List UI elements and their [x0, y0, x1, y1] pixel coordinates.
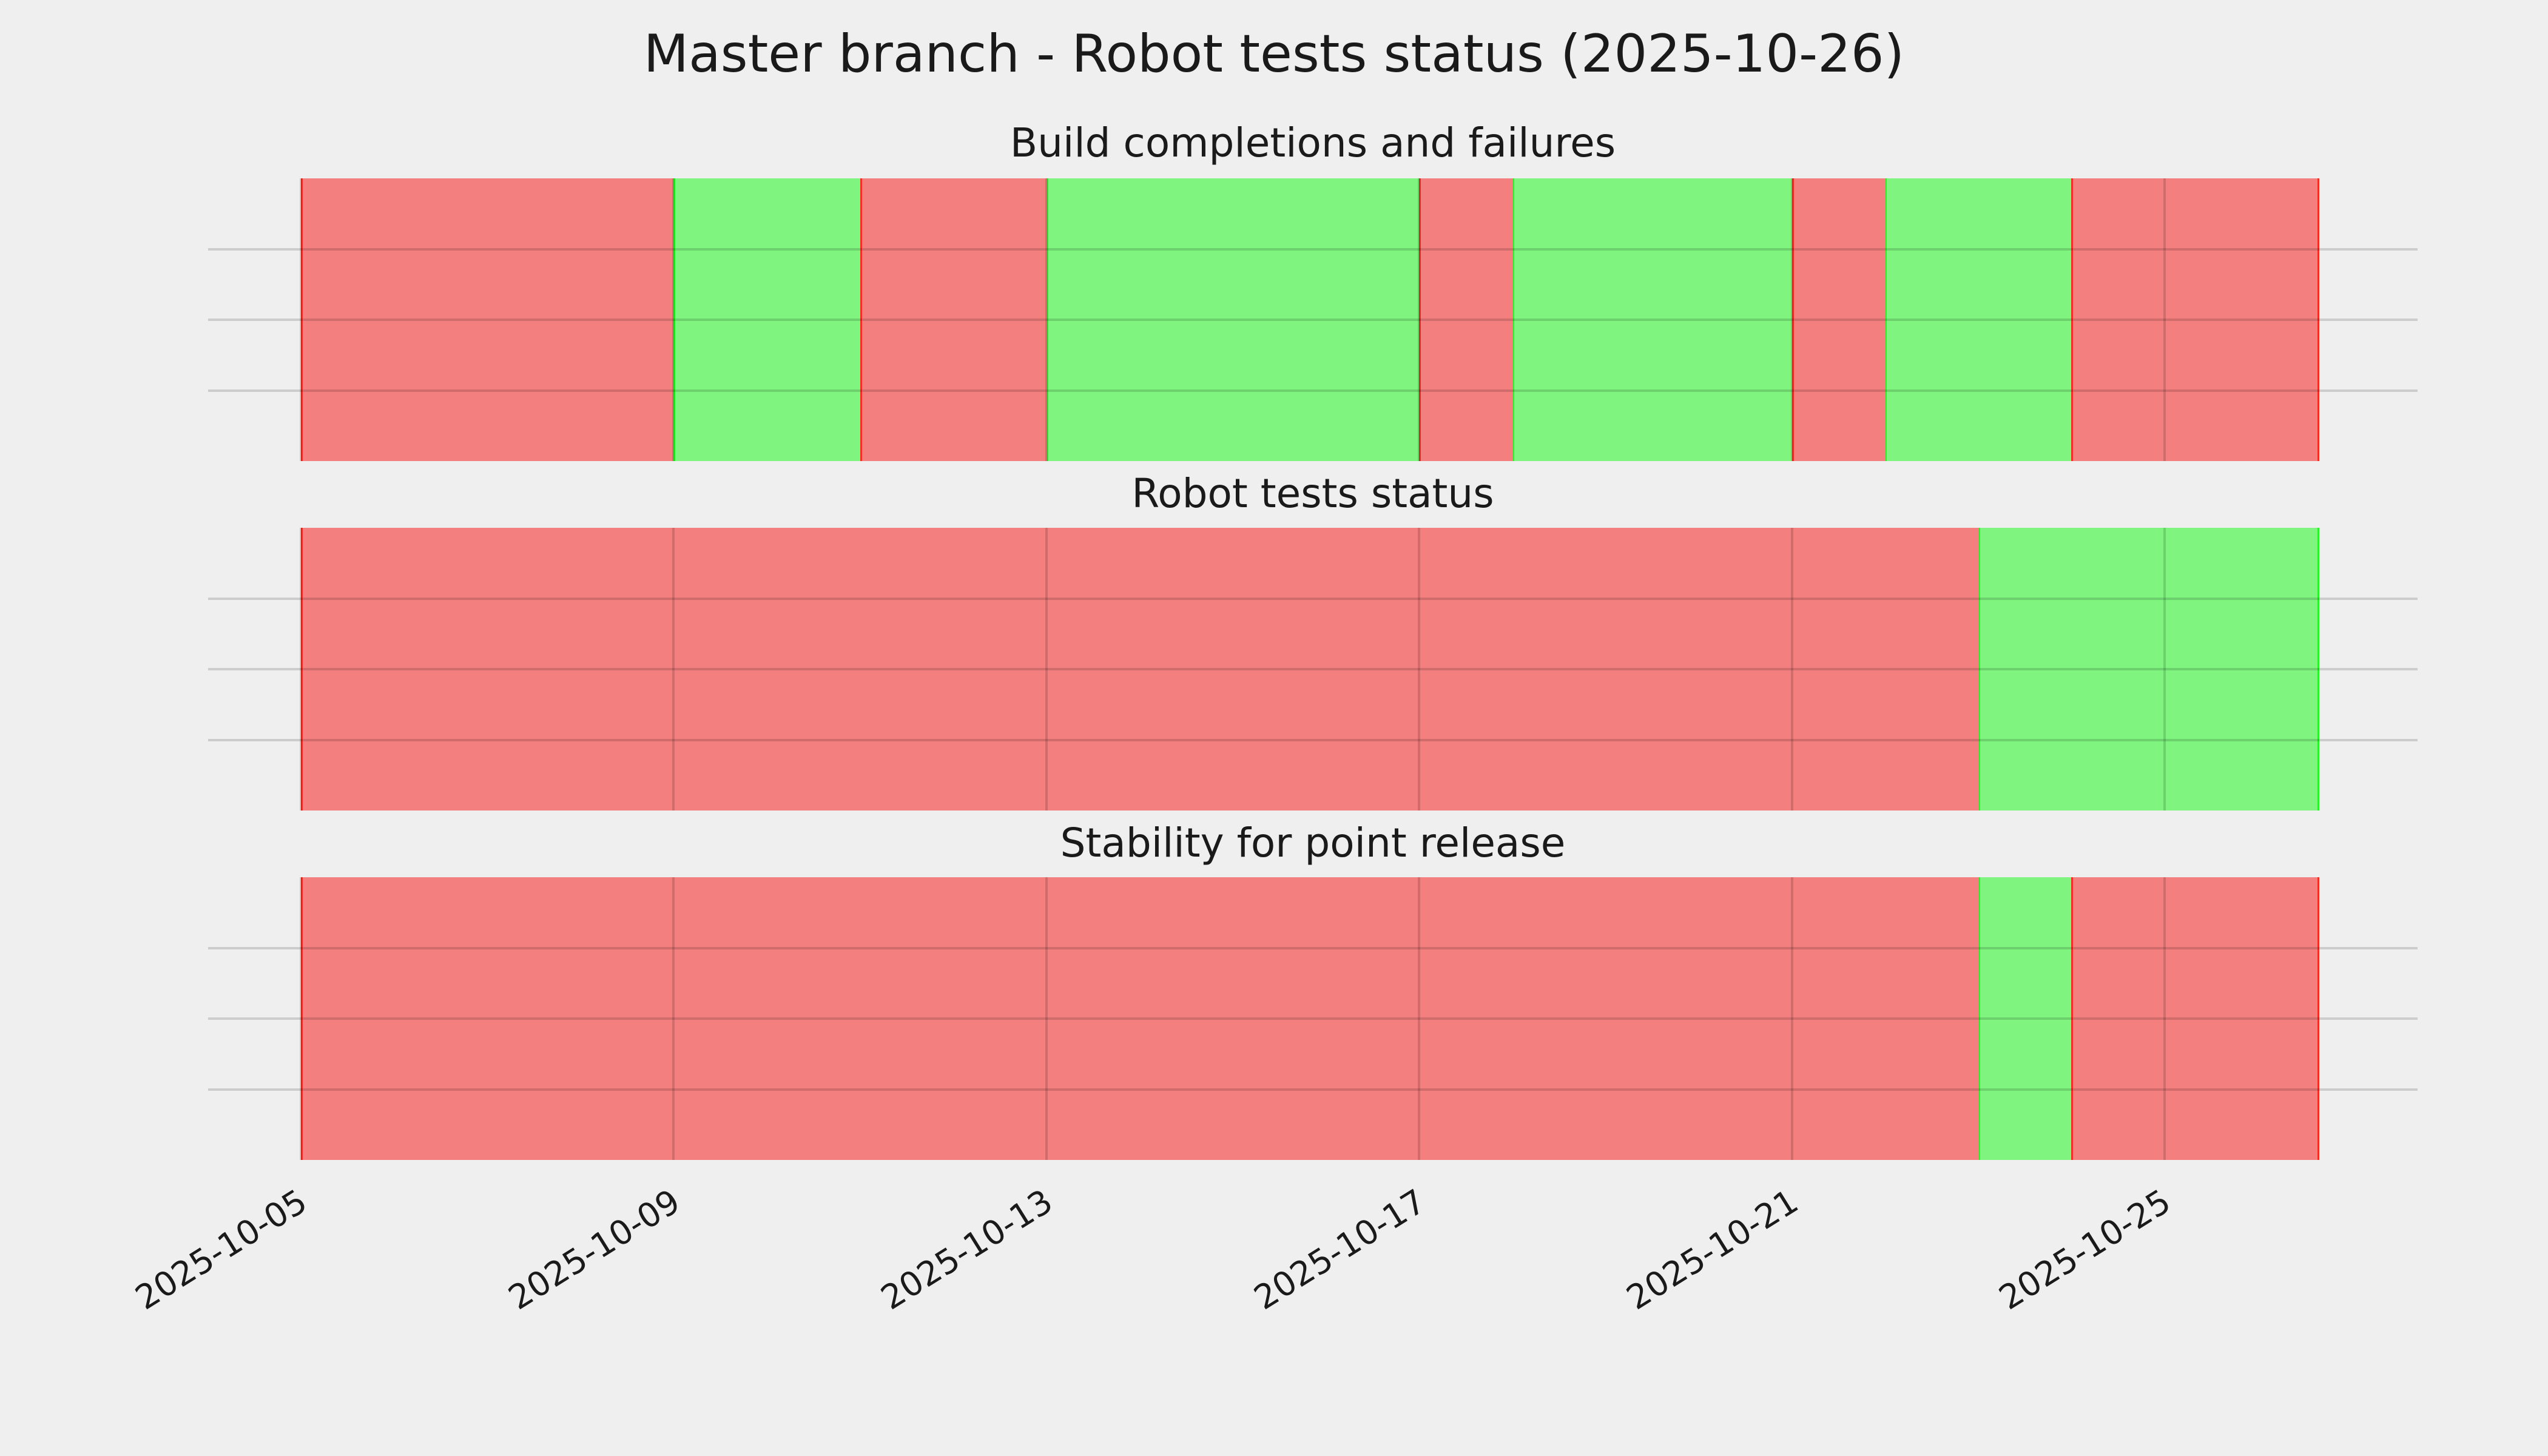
vertical-gridline	[1418, 877, 1421, 1160]
horizontal-gridline	[208, 946, 2418, 949]
status-segment-pass	[1512, 178, 1792, 461]
panel-title-build-completions: Build completions and failures	[1009, 120, 1616, 166]
panel-axes-robot-tests	[208, 528, 2418, 811]
horizontal-gridline	[208, 668, 2418, 670]
status-segment-fail	[301, 528, 1978, 811]
status-segment-pass	[1978, 877, 2072, 1160]
panel-title-robot-tests: Robot tests status	[1131, 470, 1494, 517]
status-segment-fail	[1419, 178, 1512, 461]
vertical-gridline	[1418, 178, 1421, 461]
status-segment-fail	[301, 877, 1978, 1160]
horizontal-gridline	[208, 738, 2418, 741]
horizontal-gridline	[208, 318, 2418, 321]
horizontal-gridline	[208, 1017, 2418, 1020]
status-segment-pass	[1885, 178, 2072, 461]
vertical-gridline	[2163, 178, 2166, 461]
vertical-gridline	[1790, 528, 1793, 811]
status-segment-pass	[1046, 178, 1420, 461]
vertical-gridline	[1045, 877, 1048, 1160]
vertical-gridline	[1045, 528, 1048, 811]
horizontal-gridline	[208, 597, 2418, 600]
x-tick-label-2025-10-09: 2025-10-09	[501, 1181, 687, 1318]
panel-axes-build-completions	[208, 178, 2418, 461]
x-tick-label-2025-10-25: 2025-10-25	[1992, 1181, 2178, 1318]
vertical-gridline	[672, 178, 675, 461]
vertical-gridline	[672, 528, 675, 811]
x-tick-label-2025-10-13: 2025-10-13	[874, 1181, 1060, 1318]
vertical-gridline	[1418, 528, 1421, 811]
chart-title: Master branch - Robot tests status (2025…	[643, 24, 1905, 84]
panel-title-stability: Stability for point release	[1060, 820, 1566, 866]
horizontal-gridline	[208, 1088, 2418, 1091]
status-segment-fail	[2071, 877, 2319, 1160]
x-tick-label-2025-10-21: 2025-10-21	[1619, 1181, 1805, 1318]
vertical-gridline	[300, 528, 302, 811]
vertical-gridline	[2163, 877, 2166, 1160]
vertical-gridline	[1790, 877, 1793, 1160]
vertical-gridline	[1790, 178, 1793, 461]
status-segment-pass	[673, 178, 860, 461]
x-tick-label-2025-10-17: 2025-10-17	[1247, 1181, 1432, 1318]
status-segment-pass	[1978, 528, 2319, 811]
horizontal-gridline	[208, 389, 2418, 392]
x-tick-label-2025-10-05: 2025-10-05	[129, 1181, 314, 1318]
status-segment-fail	[2071, 178, 2319, 461]
status-segment-fail	[301, 178, 674, 461]
vertical-gridline	[1045, 178, 1048, 461]
panel-axes-stability	[208, 877, 2418, 1160]
status-segment-fail	[1791, 178, 1886, 461]
vertical-gridline	[2163, 528, 2166, 811]
vertical-gridline	[672, 877, 675, 1160]
status-segment-fail	[860, 178, 1046, 461]
vertical-gridline	[300, 178, 302, 461]
horizontal-gridline	[208, 248, 2418, 251]
vertical-gridline	[300, 877, 302, 1160]
